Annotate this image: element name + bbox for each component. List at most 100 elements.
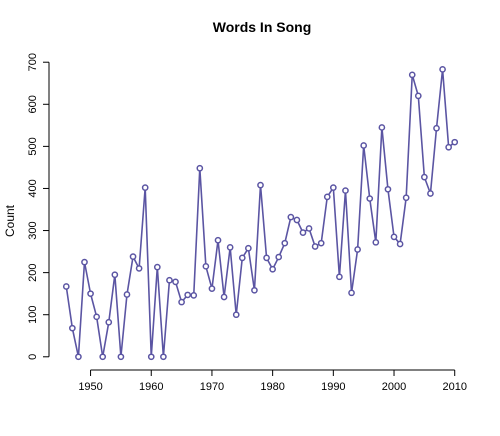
data-point bbox=[366, 195, 374, 202]
series-line-segment bbox=[381, 129, 389, 187]
data-point bbox=[329, 184, 337, 191]
data-point bbox=[427, 190, 434, 197]
series-line-segment bbox=[259, 187, 268, 256]
series-line-segment bbox=[248, 250, 255, 288]
series-line-segment bbox=[405, 77, 413, 196]
series-line-segment bbox=[84, 264, 91, 292]
y-tick-label: 700 bbox=[27, 53, 39, 71]
series-line-segment bbox=[138, 190, 146, 267]
y-tick-label: 500 bbox=[27, 137, 39, 155]
series-line-segment bbox=[344, 192, 353, 291]
data-point bbox=[311, 243, 319, 250]
series-line-segment bbox=[120, 296, 128, 355]
series-line-segment bbox=[304, 229, 308, 232]
y-tick-label: 600 bbox=[27, 95, 39, 113]
data-point bbox=[141, 184, 149, 191]
axes: 1950 1960 1970 1980 1990 2000 2010 0 100 200 300 40… bbox=[27, 53, 467, 393]
series-line-segment bbox=[442, 71, 450, 145]
series-line-segment bbox=[309, 230, 315, 245]
data-point bbox=[342, 187, 349, 194]
data-point bbox=[245, 244, 252, 252]
series-line-segment bbox=[395, 238, 399, 243]
series-line-segment bbox=[126, 258, 134, 293]
series-line-segment bbox=[223, 249, 231, 295]
y-tick-label: 400 bbox=[27, 179, 39, 197]
data-point bbox=[147, 353, 155, 361]
series-line-segment bbox=[369, 200, 377, 240]
series-line-segment bbox=[429, 130, 438, 192]
series-line-segment bbox=[229, 249, 237, 313]
series-line-segment bbox=[217, 242, 225, 295]
x-tick-label: 1950 bbox=[78, 381, 102, 393]
data-point bbox=[305, 225, 313, 232]
data-point bbox=[378, 124, 386, 131]
x-tick-label: 1980 bbox=[260, 381, 284, 393]
data-point bbox=[220, 293, 228, 301]
series-line-segment bbox=[193, 170, 201, 293]
plot-area bbox=[62, 66, 459, 361]
data-point bbox=[275, 253, 283, 261]
data-point bbox=[129, 253, 137, 260]
data-point bbox=[402, 194, 410, 202]
data-point bbox=[421, 173, 428, 181]
x-tick-label: 2010 bbox=[442, 381, 466, 393]
data-point bbox=[190, 292, 198, 299]
series-line-segment bbox=[363, 147, 371, 197]
data-point bbox=[178, 298, 185, 306]
data-point bbox=[105, 318, 113, 326]
data-point bbox=[451, 138, 459, 146]
series-line-segment bbox=[144, 190, 152, 355]
series-line-segment bbox=[375, 129, 383, 240]
data-point bbox=[396, 240, 404, 248]
data-point bbox=[232, 311, 240, 319]
data-point bbox=[214, 236, 222, 244]
data-point bbox=[372, 238, 380, 246]
series-line-segment bbox=[156, 269, 164, 355]
series-line-segment bbox=[199, 170, 207, 264]
data-point bbox=[433, 124, 440, 132]
data-point bbox=[75, 353, 82, 361]
series-line-segment bbox=[279, 245, 285, 255]
data-point bbox=[384, 185, 392, 193]
x-tick-label: 2000 bbox=[382, 381, 406, 393]
data-point bbox=[251, 286, 258, 294]
series-line-segment bbox=[90, 295, 97, 315]
data-point bbox=[348, 289, 355, 297]
data-point bbox=[153, 263, 161, 271]
data-point bbox=[257, 181, 264, 189]
data-point bbox=[439, 66, 446, 73]
series-line-segment bbox=[356, 147, 365, 248]
series-line-segment bbox=[162, 282, 171, 355]
series-line-segment bbox=[417, 98, 425, 175]
series-line-segment bbox=[320, 199, 328, 241]
data-point bbox=[299, 229, 307, 236]
series-line-segment bbox=[338, 192, 347, 275]
data-point bbox=[99, 353, 107, 361]
data-point bbox=[166, 276, 173, 284]
data-point bbox=[281, 239, 289, 247]
data-point bbox=[172, 278, 179, 286]
data-point bbox=[202, 262, 210, 270]
data-point bbox=[445, 143, 452, 151]
data-point bbox=[414, 92, 422, 100]
data-point bbox=[263, 254, 270, 262]
series-line-segment bbox=[102, 324, 110, 355]
x-tick-label: 1960 bbox=[139, 381, 163, 393]
data-point bbox=[81, 258, 88, 266]
data-point bbox=[87, 290, 94, 298]
data-point bbox=[184, 291, 192, 299]
data-point bbox=[293, 216, 301, 224]
data-point bbox=[390, 233, 398, 241]
x-tick-label: 1970 bbox=[200, 381, 224, 393]
data-point bbox=[69, 324, 76, 332]
series-line-segment bbox=[267, 259, 272, 268]
data-point bbox=[238, 254, 246, 262]
series-line-segment bbox=[332, 190, 340, 275]
data-point bbox=[269, 265, 276, 273]
series-line-segment bbox=[77, 264, 86, 355]
series-line-segment bbox=[182, 296, 187, 301]
data-point bbox=[354, 246, 361, 253]
data-point bbox=[117, 353, 125, 361]
series-line-segment bbox=[108, 277, 116, 320]
